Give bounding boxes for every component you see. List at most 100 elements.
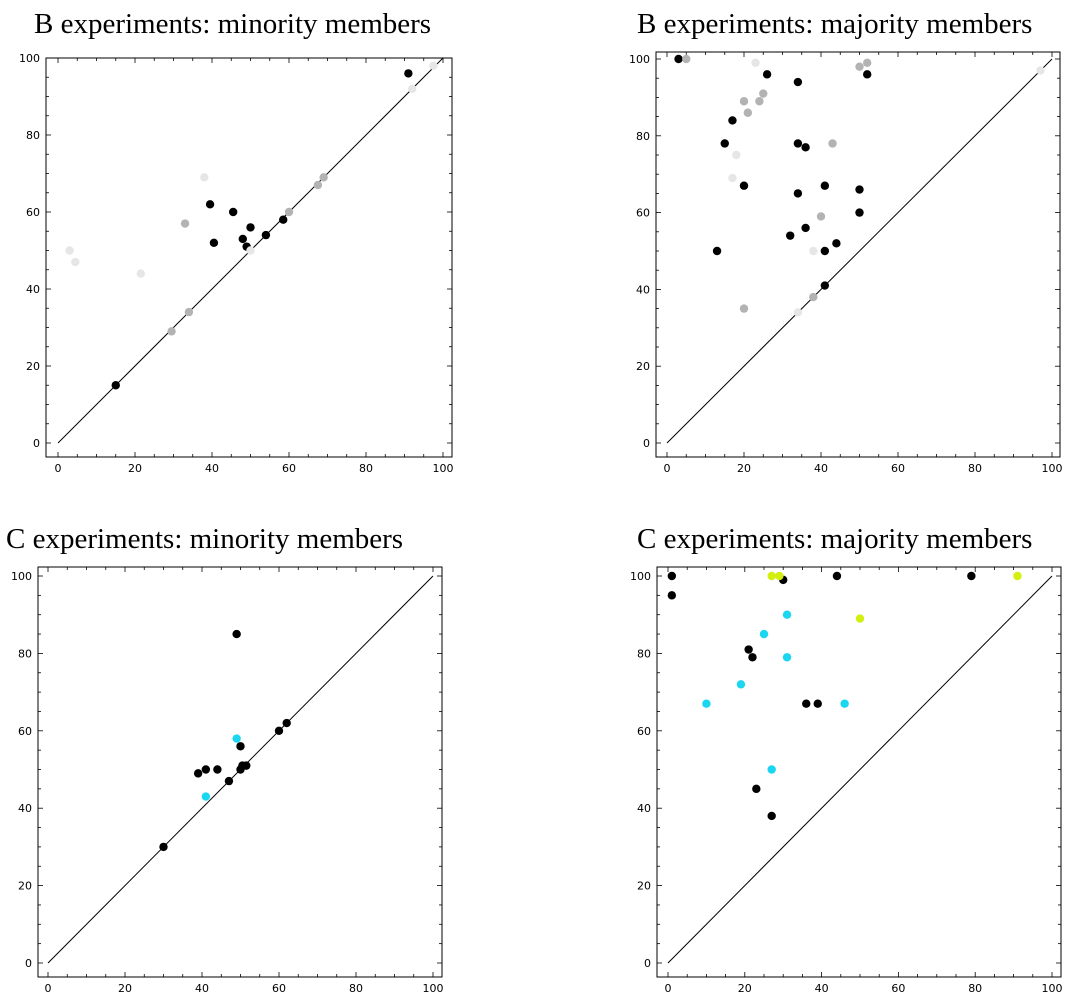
y-tick-label: 40	[26, 283, 40, 296]
y-tick-label: 60	[637, 725, 651, 738]
data-point	[261, 230, 271, 240]
data-point	[193, 769, 203, 778]
data-point	[809, 246, 818, 256]
x-tick-label: 40	[814, 462, 828, 475]
data-point	[801, 143, 810, 152]
x-tick-label: 20	[738, 982, 752, 994]
data-point	[209, 238, 219, 247]
plot-frame	[656, 566, 1062, 978]
data-point	[236, 742, 245, 751]
data-point	[759, 89, 768, 98]
x-tick-label: 100	[1042, 462, 1063, 475]
data-point	[743, 108, 753, 117]
x-tick-label: 0	[665, 982, 672, 994]
y-tick-label: 0	[25, 957, 32, 970]
y-tick-label: 60	[26, 206, 40, 219]
x-tick-label: 0	[45, 982, 52, 994]
data-point	[855, 62, 864, 71]
x-tick-label: 60	[891, 462, 905, 475]
data-point	[762, 70, 772, 79]
y-tick-label: 40	[18, 802, 32, 815]
y-tick-label: 80	[637, 647, 651, 660]
data-point	[232, 734, 241, 743]
data-point	[782, 653, 792, 662]
y-tick-label: 0	[644, 957, 651, 970]
data-point	[429, 61, 438, 70]
data-point	[793, 189, 803, 198]
x-tick-label: 0	[55, 462, 62, 475]
data-point	[775, 571, 784, 581]
data-point	[201, 765, 211, 774]
data-point	[793, 139, 803, 148]
data-point	[752, 784, 761, 794]
data-point	[1036, 66, 1045, 75]
data-point	[228, 207, 238, 217]
data-point	[136, 269, 145, 278]
y-tick-label: 100	[19, 52, 40, 65]
data-point	[201, 792, 211, 801]
data-point	[224, 776, 234, 786]
data-point	[728, 173, 737, 183]
data-point	[246, 223, 255, 232]
x-tick-label: 100	[433, 462, 454, 475]
y-tick-label: 0	[643, 437, 650, 450]
data-point	[820, 181, 830, 190]
data-point	[667, 571, 677, 581]
y-tick-label: 100	[629, 53, 650, 66]
x-tick-label: 20	[737, 462, 751, 475]
x-tick-label: 20	[128, 462, 142, 475]
data-point	[712, 246, 722, 256]
x-tick-label: 60	[891, 982, 905, 994]
data-point	[702, 699, 711, 708]
data-point	[820, 246, 830, 256]
data-point	[1013, 571, 1022, 581]
data-point	[767, 571, 776, 581]
y-tick-label: 80	[18, 647, 32, 660]
diagonal-reference-line	[666, 58, 1053, 444]
x-tick-label: 80	[968, 462, 982, 475]
data-point	[782, 610, 792, 619]
data-point	[855, 185, 864, 194]
data-point	[408, 84, 417, 94]
x-tick-label: 100	[1042, 982, 1063, 994]
diagonal-reference-line	[667, 575, 1053, 964]
y-tick-label: 20	[637, 880, 651, 893]
data-point	[180, 219, 190, 228]
y-tick-label: 80	[636, 130, 650, 143]
data-point	[71, 257, 80, 267]
data-point	[863, 70, 872, 79]
data-point	[751, 58, 760, 68]
data-point	[65, 246, 74, 255]
y-tick-label: 20	[18, 880, 32, 893]
data-point	[246, 246, 255, 255]
data-point	[200, 173, 209, 182]
data-point	[205, 200, 215, 209]
data-point	[855, 208, 864, 217]
scatter-plot: 0 20 40 60 80 100 0 20 40 60 80 100	[19, 52, 454, 475]
plot-frame	[655, 51, 1061, 458]
data-point	[744, 645, 753, 654]
x-tick-label: 80	[968, 982, 982, 994]
data-point	[802, 699, 811, 708]
data-point	[813, 699, 822, 708]
data-point	[840, 699, 849, 708]
x-tick-label: 40	[205, 462, 219, 475]
data-point	[674, 54, 683, 64]
data-point	[809, 292, 818, 302]
y-tick-label: 20	[26, 360, 40, 373]
data-point	[279, 215, 288, 224]
y-tick-label: 40	[637, 802, 651, 815]
data-point	[855, 614, 865, 623]
data-point	[238, 234, 247, 244]
data-point	[828, 139, 837, 148]
data-point	[284, 207, 294, 217]
scatter-plot: 0 20 40 60 80 100 0 20 40 60 80 100	[629, 51, 1063, 475]
data-point	[759, 629, 769, 639]
chart-title: B experiments: majority members	[637, 8, 1033, 40]
data-point	[728, 116, 737, 125]
chart-title: C experiments: minority members	[6, 523, 404, 555]
data-point	[282, 718, 291, 728]
x-tick-label: 80	[359, 462, 373, 475]
y-tick-label: 20	[636, 360, 650, 373]
data-point	[767, 765, 776, 774]
